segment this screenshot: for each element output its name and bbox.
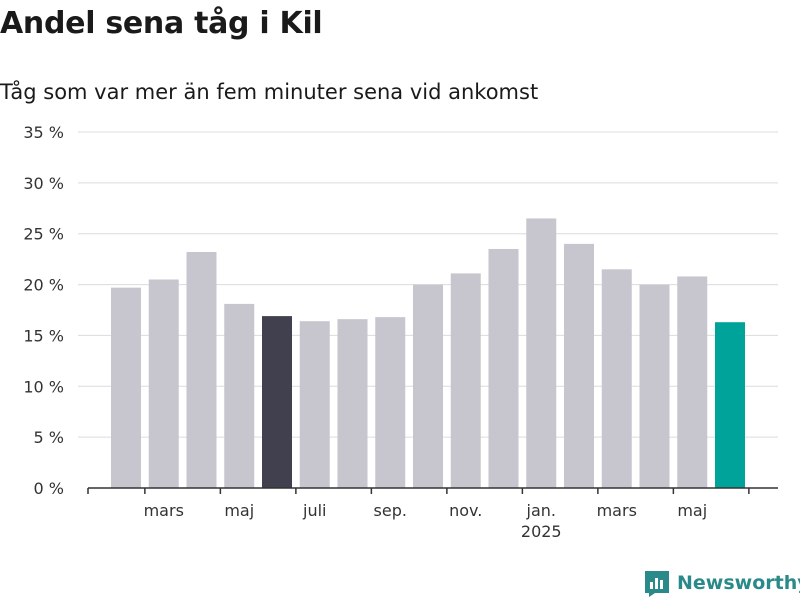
- brand-name: Newsworthy: [677, 572, 800, 594]
- y-tick-label: 15 %: [23, 326, 64, 345]
- y-tick-label: 30 %: [23, 174, 64, 193]
- bar-2024-11[interactable]: [450, 273, 481, 488]
- y-tick-label: 10 %: [23, 377, 64, 396]
- x-tick-label: nov.: [449, 501, 482, 520]
- bar-chart: 0 % 5 % 10 % 15 % 20 % 25 % 30 % 35 % mars maj ju…: [23, 123, 778, 541]
- x-tick-label: juli: [302, 501, 326, 520]
- y-tick-label: 25 %: [23, 225, 64, 244]
- bars: [111, 218, 745, 488]
- bar-2024-05[interactable]: [224, 303, 255, 488]
- bar-2024-02[interactable]: [111, 287, 141, 488]
- y-axis-tick-labels: 0 % 5 % 10 % 15 % 20 % 25 % 30 % 35 %: [23, 123, 64, 498]
- x-axis-tick-labels: mars maj juli sep. nov. jan. 2025 mars maj: [144, 501, 708, 541]
- bar-2024-10[interactable]: [413, 284, 443, 488]
- bar-2025-04[interactable]: [639, 284, 670, 488]
- bar-2024-09[interactable]: [375, 317, 406, 488]
- bar-2024-06[interactable]: [262, 316, 292, 488]
- chart-subtitle: Tåg som var mer än fem minuter sena vid …: [0, 80, 539, 104]
- x-tick-label: mars: [144, 501, 184, 520]
- bar-2024-12[interactable]: [488, 248, 519, 488]
- x-tick-label: maj: [224, 501, 254, 520]
- bar-2024-03[interactable]: [148, 279, 179, 488]
- x-tick-label: sep.: [374, 501, 407, 520]
- x-tick-year-label: 2025: [521, 522, 562, 541]
- bar-2025-06[interactable]: [715, 322, 745, 488]
- x-tick-label: jan.: [526, 501, 556, 520]
- x-axis: [87, 487, 778, 494]
- x-tick-label: maj: [677, 501, 707, 520]
- y-tick-label: 20 %: [23, 276, 64, 295]
- bar-2024-08[interactable]: [337, 319, 368, 488]
- bar-2024-07[interactable]: [299, 321, 330, 488]
- chart-title: Andel sena tåg i Kil: [0, 6, 323, 41]
- bar-2025-03[interactable]: [601, 269, 632, 488]
- bar-2025-02[interactable]: [564, 243, 594, 488]
- x-tick-label: mars: [597, 501, 637, 520]
- newsworthy-logo-icon: [645, 571, 669, 597]
- brand-logo[interactable]: Newsworthy: [643, 569, 800, 597]
- y-tick-label: 0 %: [34, 479, 64, 498]
- bar-2025-01[interactable]: [526, 218, 557, 488]
- bar-2024-04[interactable]: [186, 252, 217, 488]
- bar-2025-05[interactable]: [677, 276, 708, 488]
- y-tick-label: 5 %: [34, 428, 64, 447]
- y-tick-label: 35 %: [23, 123, 64, 142]
